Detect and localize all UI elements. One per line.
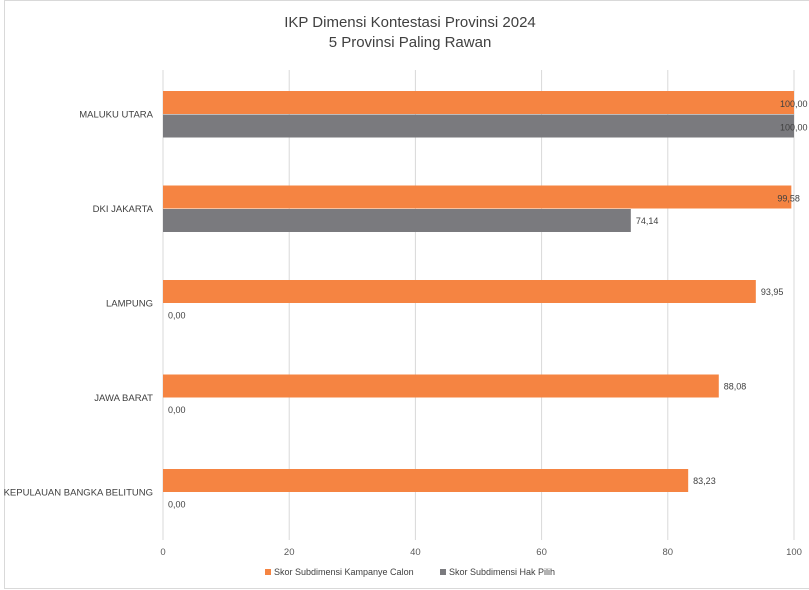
data-label: 99,58 [777,193,800,203]
bar [163,280,756,303]
x-axis-ticks: 0 20 40 60 80 100 [160,547,802,558]
data-label: 100,00 [780,99,808,109]
legend-swatch [440,569,446,575]
bar [163,91,794,114]
bar [163,185,792,209]
legend-label: Skor Subdimensi Kampanye Calon [274,567,414,577]
chart-title-line1: IKP Dimensi Kontestasi Provinsi 2024 [284,14,536,31]
bars: 100,00 100,00 99,58 74,14 93,95 0,00 88,08 0,00… [163,91,808,509]
data-label: 83,23 [693,476,716,486]
category-label: KEPULAUAN BANGKA BELITUNG [4,488,153,499]
data-label: 0,00 [168,405,186,415]
category-label: MALUKU UTARA [79,110,153,121]
chart-title-line2: 5 Provinsi Paling Rawan [329,34,492,51]
data-label: 74,14 [636,216,659,226]
category-label: JAWA BARAT [94,393,153,404]
legend: Skor Subdimensi Kampanye Calon Skor Subdi… [265,567,555,577]
bar [163,469,689,492]
bar [163,114,794,138]
data-label: 0,00 [168,310,186,320]
data-label: 88,08 [724,381,747,391]
legend-swatch [265,569,271,575]
category-labels: MALUKU UTARA DKI JAKARTA LAMPUNG JAWA BARAT… [4,110,154,499]
category-label: DKI JAKARTA [93,204,154,215]
data-label: 93,95 [761,287,784,297]
data-label: 0,00 [168,499,186,509]
x-tick-label: 100 [786,547,802,558]
gridlines [162,70,795,540]
x-tick-label: 80 [663,547,674,558]
category-label: LAMPUNG [106,299,153,310]
x-tick-label: 60 [536,547,547,558]
x-tick-label: 20 [284,547,295,558]
bar [163,374,719,398]
legend-label: Skor Subdimensi Hak Pilih [449,567,555,577]
x-tick-label: 40 [410,547,421,558]
bar [163,209,631,232]
x-tick-label: 0 [160,547,165,558]
data-label: 100,00 [780,122,808,132]
